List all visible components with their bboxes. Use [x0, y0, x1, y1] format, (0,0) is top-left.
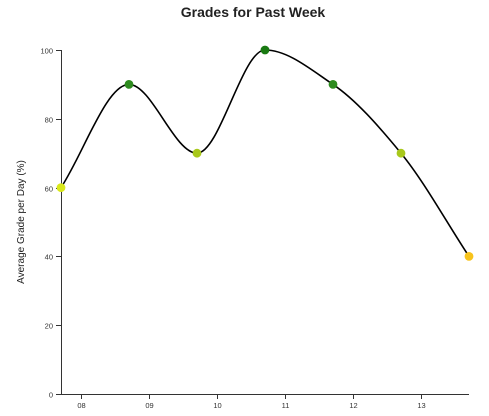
grade-line: [60, 49, 470, 257]
y-tick-label: 40: [45, 253, 53, 262]
x-tick-label: 10: [213, 401, 221, 410]
x-tick-label: 09: [145, 401, 153, 410]
x-ticks: 08 09 10 11 12 13: [77, 394, 426, 410]
y-ticks: 0 20 40 60 80 100: [40, 47, 61, 400]
x-tick-label: 11: [282, 401, 290, 410]
y-tick-label: 60: [45, 185, 53, 194]
y-tick-label: 80: [45, 116, 53, 125]
data-point[interactable]: [124, 80, 134, 89]
data-point[interactable]: [396, 148, 406, 158]
y-axis-label: Average Grade per Day (%): [16, 160, 27, 284]
data-point[interactable]: [260, 45, 270, 55]
data-point[interactable]: [192, 148, 202, 158]
y-tick-label: 0: [49, 391, 53, 400]
data-points: [56, 45, 474, 261]
x-tick-label: 08: [77, 401, 85, 410]
y-tick-label: 20: [45, 322, 53, 331]
data-point[interactable]: [464, 251, 474, 261]
y-tick-label: 100: [40, 47, 53, 56]
data-point[interactable]: [56, 183, 66, 193]
chart-title: Grades for Past Week: [181, 4, 326, 20]
data-point[interactable]: [328, 80, 338, 89]
x-tick-label: 12: [349, 401, 357, 410]
x-tick-label: 13: [417, 401, 425, 410]
